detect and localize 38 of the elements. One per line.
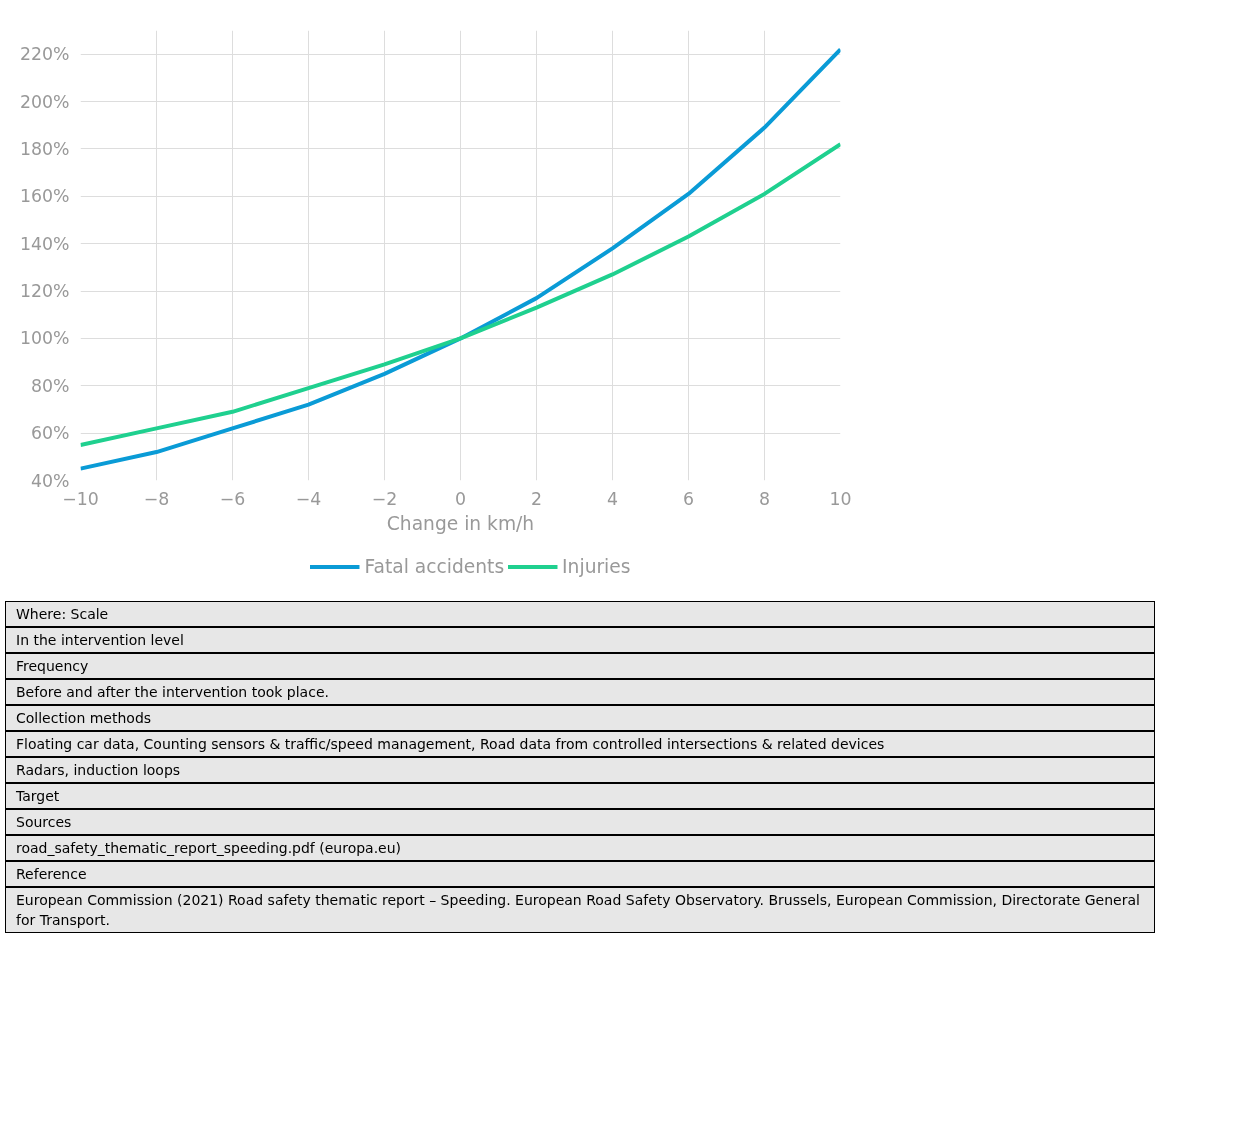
text: Before and after the intervention took place. <box>5 679 1155 705</box>
text: Floating car data, Counting sensors & traffic/speed management, Road data from controlled intersections & related devices <box>5 731 1155 757</box>
line-series <box>80 142 841 447</box>
x-tick-label: −2 <box>371 488 398 509</box>
line-series <box>80 47 841 471</box>
text: Target <box>5 783 1155 809</box>
x-tick-label: 6 <box>682 488 695 509</box>
x-tick-label: −4 <box>295 488 322 509</box>
y-tick-label: 200% <box>19 91 70 112</box>
y-tick-label: 40% <box>30 470 70 491</box>
x-tick-label: 10 <box>829 488 852 509</box>
y-tick-label: 140% <box>19 233 70 254</box>
legend-label: Injuries <box>562 555 631 577</box>
text: Frequency <box>5 653 1155 679</box>
text: European Commission (2021) Road safety thematic report – Speeding. European Road Safety Observatory. Brussels, European Commission, Directorate General for Transport. <box>5 887 1155 933</box>
y-tick-label: 160% <box>19 186 70 207</box>
text: Sources <box>5 809 1155 835</box>
text: Collection methods <box>5 705 1155 731</box>
text: Reference <box>5 861 1155 887</box>
x-axis-title: Change in km/h <box>386 512 535 534</box>
y-tick-label: 80% <box>30 375 70 396</box>
y-tick-label: 120% <box>19 281 70 302</box>
x-tick-label: 2 <box>530 488 543 509</box>
text: Where: Scale <box>5 601 1155 627</box>
y-tick-label: 220% <box>19 44 70 65</box>
x-tick-label: 4 <box>606 488 619 509</box>
legend-label: Fatal accidents <box>364 555 505 577</box>
x-tick-label: −8 <box>143 488 170 509</box>
y-tick-label: 180% <box>19 138 70 159</box>
text: In the intervention level <box>5 627 1155 653</box>
text: road_safety_thematic_report_speeding.pdf (europa.eu) <box>5 835 1155 861</box>
text: Radars, induction loops <box>5 757 1155 783</box>
x-tick-label: 0 <box>454 488 467 509</box>
x-tick-label: −10 <box>62 488 99 509</box>
y-tick-label: 60% <box>30 423 70 444</box>
x-tick-label: 8 <box>758 488 771 509</box>
x-tick-label: −6 <box>219 488 246 509</box>
y-tick-label: 100% <box>19 328 70 349</box>
